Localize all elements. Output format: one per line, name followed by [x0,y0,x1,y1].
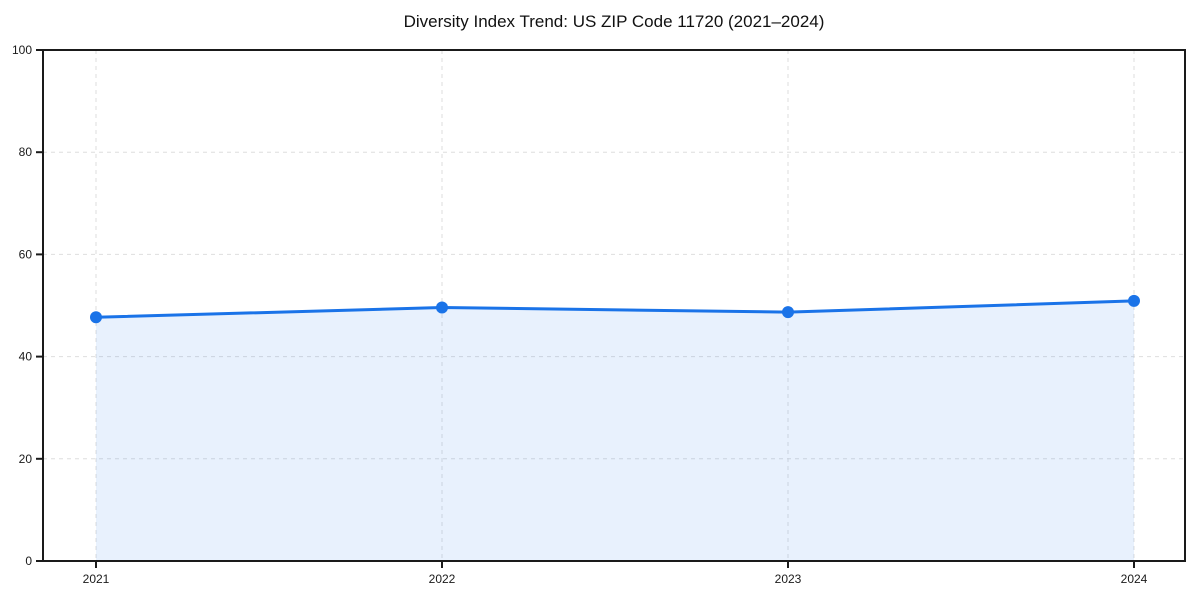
data-point-marker [436,301,448,314]
plot-spines [42,49,1186,562]
y-tick-label: 100 [12,43,32,57]
x-tick-label: 2021 [83,572,110,586]
y-tick-label: 80 [19,145,33,159]
data-point-marker [90,311,102,324]
x-tick-label: 2024 [1121,572,1148,586]
area-fill [96,300,1134,561]
y-tick-label: 60 [19,247,33,261]
y-tick-label: 0 [25,554,32,568]
data-point-marker [782,306,794,319]
y-tick-label: 20 [19,452,33,466]
y-tick-label: 40 [19,350,33,364]
x-tick-label: 2023 [775,572,802,586]
chart-title: Diversity Index Trend: US ZIP Code 11720… [403,12,825,31]
x-tick-label: 2022 [429,572,456,586]
data-point-marker [1128,294,1140,307]
data-line [94,299,1136,319]
